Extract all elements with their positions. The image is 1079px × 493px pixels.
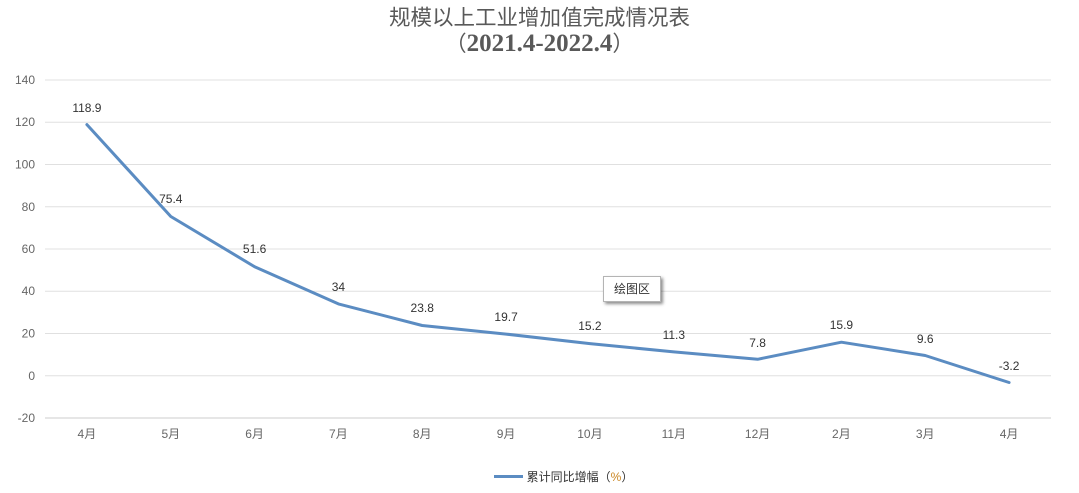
svg-text:75.4: 75.4 [159,192,183,206]
svg-text:-20: -20 [18,411,36,425]
svg-text:34: 34 [332,280,346,294]
svg-text:4月: 4月 [78,427,97,441]
svg-text:15.2: 15.2 [578,319,602,333]
svg-text:118.9: 118.9 [72,101,101,115]
svg-text:7月: 7月 [329,427,348,441]
svg-text:0: 0 [28,369,35,383]
svg-text:15.9: 15.9 [830,318,854,332]
svg-text:8月: 8月 [413,427,432,441]
svg-text:100: 100 [15,158,35,172]
svg-text:120: 120 [15,115,35,129]
svg-text:4月: 4月 [1000,427,1019,441]
svg-text:7.8: 7.8 [749,336,766,350]
svg-text:10月: 10月 [577,427,602,441]
svg-text:3月: 3月 [916,427,935,441]
svg-text:51.6: 51.6 [243,242,267,256]
svg-text:9月: 9月 [497,427,516,441]
svg-text:23.8: 23.8 [411,301,435,315]
svg-text:11月: 11月 [662,427,686,441]
svg-text:140: 140 [15,73,35,87]
svg-text:11.3: 11.3 [663,328,686,342]
svg-text:6月: 6月 [245,427,264,441]
svg-text:9.6: 9.6 [917,332,934,346]
svg-text:80: 80 [22,200,36,214]
svg-text:5月: 5月 [161,427,180,441]
svg-text:19.7: 19.7 [494,310,518,324]
svg-text:12月: 12月 [745,427,770,441]
svg-text:60: 60 [22,242,36,256]
svg-text:20: 20 [22,327,36,341]
svg-text:2月: 2月 [832,427,851,441]
svg-text:40: 40 [22,284,36,298]
svg-text:-3.2: -3.2 [999,359,1020,373]
